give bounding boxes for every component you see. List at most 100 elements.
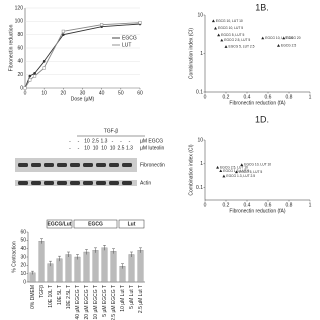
x-tick-label: 0.2 bbox=[223, 94, 230, 100]
x-tick-label: 5 µM Lut T bbox=[129, 285, 135, 309]
point bbox=[28, 74, 32, 78]
lane-value: 1.3 bbox=[126, 145, 133, 151]
band bbox=[122, 181, 132, 185]
y-tick-label: 0 bbox=[20, 85, 23, 91]
lane-value: 2.5 bbox=[92, 138, 99, 144]
group-label: EGCG/Lut bbox=[48, 221, 72, 227]
x-tick-label: 40 bbox=[99, 90, 105, 96]
point bbox=[42, 60, 46, 63]
error-bar bbox=[112, 248, 115, 254]
lane-value: 10 bbox=[93, 145, 99, 151]
bar bbox=[56, 258, 63, 283]
point bbox=[216, 165, 220, 169]
point bbox=[222, 174, 226, 178]
point bbox=[235, 170, 238, 174]
y-tick-label: 40 bbox=[17, 59, 23, 65]
lane-value: - bbox=[129, 138, 131, 144]
error-bar bbox=[130, 251, 133, 257]
y-axis-title: % Contraction bbox=[11, 241, 17, 273]
x-axis-title: Fibronectin reduction (fA) bbox=[229, 100, 285, 106]
x-tick-label: 0.4 bbox=[244, 202, 251, 208]
x-tick-label: 10E 5L T bbox=[57, 285, 63, 305]
series-line bbox=[24, 22, 141, 89]
group-label: Lut bbox=[128, 221, 136, 227]
x-tick-label: 0 bbox=[204, 202, 207, 208]
band bbox=[31, 163, 41, 167]
point bbox=[224, 45, 228, 48]
lane-value: - bbox=[69, 138, 71, 144]
band bbox=[109, 181, 119, 185]
band bbox=[57, 181, 67, 185]
band bbox=[83, 163, 93, 167]
x-tick-label: 0 bbox=[24, 90, 27, 96]
error-bar bbox=[31, 270, 34, 275]
lane-value: - bbox=[78, 145, 80, 151]
y-tick-label: 120 bbox=[15, 5, 24, 11]
lane-value: 1.3 bbox=[101, 138, 108, 144]
x-tick-label: 50 bbox=[118, 90, 124, 96]
bar bbox=[137, 250, 144, 283]
lane-value: 10 bbox=[84, 138, 90, 144]
y-axis-title: Combination index (CI) bbox=[188, 28, 194, 79]
group-label: EGCG bbox=[88, 221, 103, 227]
point bbox=[240, 163, 244, 166]
error-bar bbox=[139, 247, 142, 253]
x-tick-label: 0.6 bbox=[265, 202, 272, 208]
point bbox=[62, 33, 65, 36]
panel-title: 1B. bbox=[255, 2, 269, 12]
x-tick-label: 0.4 bbox=[244, 94, 251, 100]
point bbox=[42, 66, 46, 70]
x-tick-label: 1 bbox=[309, 94, 312, 100]
point-label: EGCG 1.3, LUT 2.5 bbox=[226, 174, 255, 178]
bar bbox=[47, 263, 54, 283]
x-tick-label: 0 bbox=[204, 94, 207, 100]
error-bar bbox=[40, 238, 43, 244]
band-label: Actin bbox=[140, 180, 151, 186]
x-tick-label: 2.5 µM EGCG T bbox=[111, 285, 117, 320]
band bbox=[96, 163, 106, 167]
y-axis-title: Fibronectin reduction bbox=[8, 24, 14, 71]
point-label: EGCG 2.5, LUT 10 bbox=[220, 165, 248, 169]
x-tick-label: 0.6 bbox=[265, 94, 272, 100]
band bbox=[18, 181, 28, 185]
y-tick-label: 10 bbox=[20, 271, 26, 277]
x-tick-label: 0.2 bbox=[223, 202, 230, 208]
lane-value: - bbox=[78, 138, 80, 144]
y-tick-label: 10 bbox=[197, 137, 203, 143]
x-tick-label: 10 µM EGCG T bbox=[93, 285, 99, 319]
error-bar bbox=[121, 263, 124, 269]
point bbox=[100, 23, 104, 27]
bar bbox=[128, 254, 135, 283]
point bbox=[261, 36, 265, 40]
point-label: EGCG 5, LUT 5 bbox=[239, 170, 262, 174]
point bbox=[28, 78, 32, 82]
y-tick-label: 30 bbox=[20, 254, 26, 260]
bar bbox=[101, 247, 108, 283]
band bbox=[44, 163, 54, 167]
band bbox=[96, 181, 106, 185]
y-tick-label: 0 bbox=[23, 279, 26, 285]
lane-value: - bbox=[120, 138, 122, 144]
point bbox=[61, 29, 65, 33]
y-tick-label: 100 bbox=[15, 19, 24, 25]
x-tick-label: 10E 10L T bbox=[48, 285, 54, 308]
error-bar bbox=[58, 255, 61, 262]
y-tick-label: 60 bbox=[17, 45, 23, 51]
point-label: EGCG 2.5 bbox=[281, 44, 296, 48]
point-label: EGCG 20 bbox=[286, 36, 300, 40]
point bbox=[282, 36, 286, 40]
panel-title: 1D. bbox=[255, 114, 269, 124]
bar bbox=[92, 250, 99, 283]
x-tick-label: 10 µM Lut T bbox=[120, 285, 126, 312]
x-axis-title: Fibronectin reduction (fA) bbox=[229, 208, 285, 214]
y-tick-label: 10 bbox=[197, 12, 203, 18]
row-label: µM luteolin bbox=[140, 145, 164, 151]
lane-value: 10 bbox=[84, 145, 90, 151]
x-tick-label: 10E 2.5L T bbox=[66, 285, 72, 309]
band bbox=[70, 163, 80, 167]
x-tick-label: 2.5 µM Lut T bbox=[138, 285, 144, 313]
band bbox=[44, 181, 54, 185]
point-label: EGCG 10, LUT 5 bbox=[218, 26, 243, 30]
y-tick-label: 1 bbox=[200, 51, 203, 57]
band bbox=[83, 181, 93, 185]
